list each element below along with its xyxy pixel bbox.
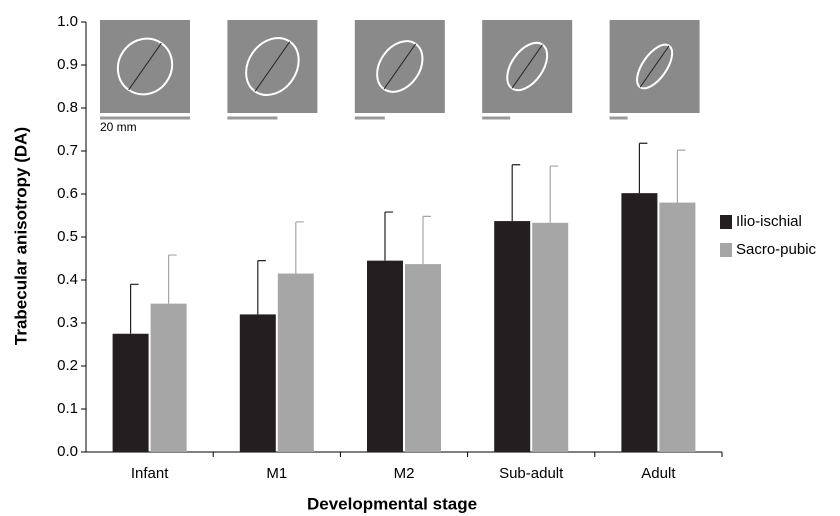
y-tick-label: 0.8 — [57, 99, 78, 116]
error-bar — [639, 143, 647, 193]
x-axis-label: Developmental stage — [307, 494, 477, 513]
bar — [240, 314, 276, 452]
y-tick-label: 0.7 — [57, 142, 78, 159]
error-bar — [258, 261, 266, 315]
y-axis-label: Trabecular anisotropy (DA) — [11, 127, 30, 345]
bar — [494, 221, 530, 452]
x-tick-label: M1 — [266, 465, 287, 482]
error-bar — [512, 165, 520, 221]
y-tick-label: 0.6 — [57, 185, 78, 202]
error-bar — [677, 150, 685, 202]
error-bar — [385, 212, 393, 261]
scale-label: 20 mm — [100, 120, 137, 134]
bar — [367, 261, 403, 452]
y-tick-label: 0.0 — [57, 443, 78, 460]
chart: Trabecular anisotropy (DA) Developmental… — [0, 0, 840, 516]
bar — [113, 334, 149, 452]
bar — [621, 193, 657, 452]
x-tick-label: Adult — [641, 465, 676, 482]
legend-label: Sacro-pubic — [736, 241, 817, 258]
x-tick-label: M2 — [394, 465, 415, 482]
bar — [278, 274, 314, 452]
error-bar — [131, 284, 139, 333]
x-tick-label: Infant — [131, 465, 169, 482]
y-tick-label: 0.4 — [57, 271, 78, 288]
legend-swatch — [720, 243, 732, 257]
y-tick-label: 0.3 — [57, 314, 78, 331]
y-tick-label: 1.0 — [57, 13, 78, 30]
x-tick-label: Sub-adult — [499, 465, 564, 482]
y-tick-label: 0.1 — [57, 400, 78, 417]
y-tick-label: 0.9 — [57, 56, 78, 73]
bar — [659, 203, 695, 452]
legend-swatch — [720, 215, 732, 229]
bar — [532, 223, 568, 452]
error-bar — [296, 222, 304, 274]
bar — [151, 304, 187, 452]
bar — [405, 264, 441, 452]
error-bar — [169, 255, 177, 304]
y-tick-label: 0.2 — [57, 357, 78, 374]
legend-label: Ilio-ischial — [736, 213, 802, 230]
y-tick-label: 0.5 — [57, 228, 78, 245]
error-bar — [550, 166, 558, 223]
error-bar — [423, 216, 431, 264]
